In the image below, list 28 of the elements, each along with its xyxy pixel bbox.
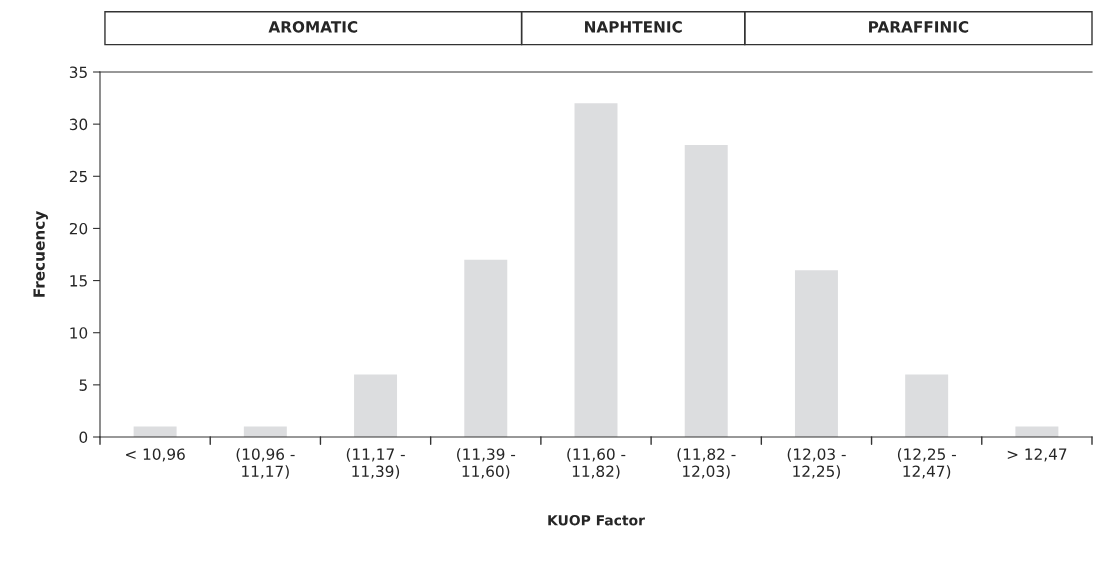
x-tick-label: > 12,47 [1007, 448, 1067, 462]
bar [574, 103, 618, 437]
y-tick-label: 20 [69, 222, 88, 235]
x-tick-label: (11,17 - 11,39) [346, 448, 405, 479]
bar [794, 270, 838, 437]
bar [684, 145, 728, 437]
x-axis-title: KUOP Factor [548, 514, 645, 526]
y-tick-label: 15 [70, 275, 87, 287]
bar [354, 374, 398, 437]
text: PARAFFINIC [869, 21, 969, 33]
bar [905, 374, 949, 437]
bar [464, 259, 508, 437]
x-tick-label: (12,25 - 12,47) [897, 448, 956, 479]
x-tick-label: (11,39 - 11,60) [457, 448, 516, 479]
text: NAPHTENIC [585, 21, 682, 33]
y-tick-label: 30 [69, 118, 88, 131]
y-tick-label: 25 [69, 170, 87, 183]
y-tick-label: 0 [79, 431, 88, 444]
x-tick-label: (10,96 - 11,17) [236, 448, 295, 479]
x-tick-label: (11,82 - 12,03) [677, 448, 736, 479]
y-tick-label: 35 [69, 66, 87, 79]
text: AROMATIC [268, 21, 358, 33]
y-tick-label: 5 [79, 379, 87, 391]
y-axis-title: Frecuency [33, 211, 48, 297]
x-tick-label: (11,60 - 11,82) [567, 448, 626, 479]
x-tick-label: (12,03 - 12,25) [787, 448, 846, 479]
y-tick-label: 10 [70, 327, 88, 339]
x-tick-label: < 10,96 [126, 448, 185, 462]
